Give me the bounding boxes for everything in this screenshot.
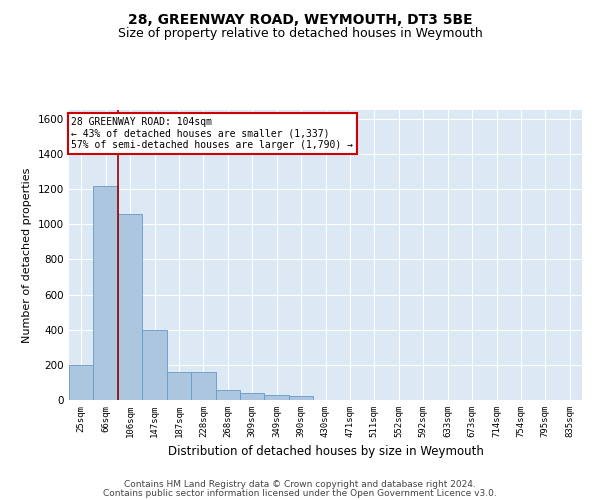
Bar xyxy=(69,365,94,400)
Text: Contains HM Land Registry data © Crown copyright and database right 2024.: Contains HM Land Registry data © Crown c… xyxy=(124,480,476,489)
X-axis label: Distribution of detached houses by size in Weymouth: Distribution of detached houses by size … xyxy=(167,446,484,458)
Bar xyxy=(142,330,167,400)
Text: 28, GREENWAY ROAD, WEYMOUTH, DT3 5BE: 28, GREENWAY ROAD, WEYMOUTH, DT3 5BE xyxy=(128,12,472,26)
Y-axis label: Number of detached properties: Number of detached properties xyxy=(22,168,32,342)
Text: Contains public sector information licensed under the Open Government Licence v3: Contains public sector information licen… xyxy=(103,488,497,498)
Bar xyxy=(240,393,265,400)
Bar xyxy=(167,372,191,400)
Bar xyxy=(215,390,240,400)
Text: 28 GREENWAY ROAD: 104sqm
← 43% of detached houses are smaller (1,337)
57% of sem: 28 GREENWAY ROAD: 104sqm ← 43% of detach… xyxy=(71,117,353,150)
Text: Size of property relative to detached houses in Weymouth: Size of property relative to detached ho… xyxy=(118,28,482,40)
Bar xyxy=(94,186,118,400)
Bar xyxy=(118,214,142,400)
Bar xyxy=(191,372,215,400)
Bar xyxy=(289,396,313,400)
Bar xyxy=(265,394,289,400)
